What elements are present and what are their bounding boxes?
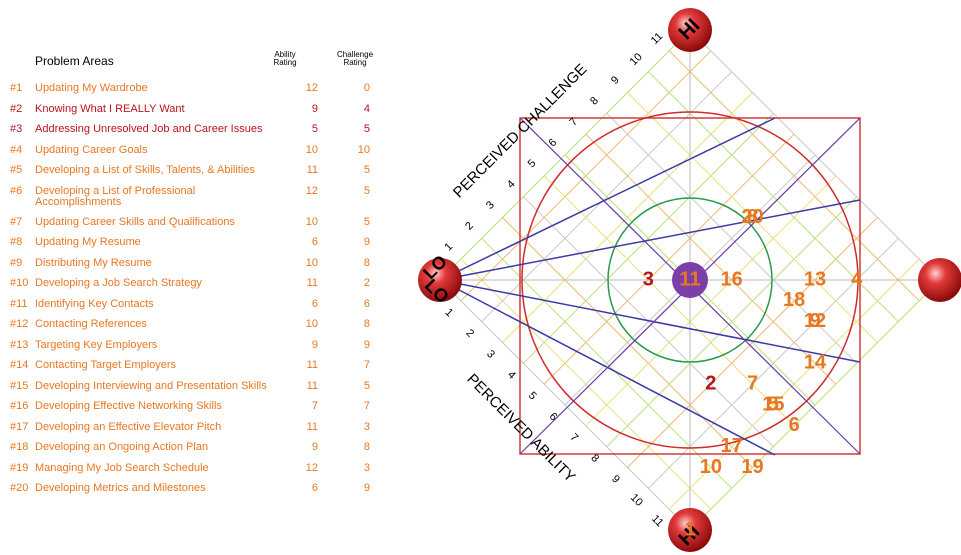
point-label: 2 [705,372,716,394]
blue-line [440,118,775,280]
point-label: 16 [721,268,743,290]
ability-tick: 3 [484,348,497,361]
challenge-tick: 1 [442,241,455,254]
ability-tick: 2 [463,327,476,340]
challenge-tick: 10 [628,51,645,68]
page: Problem Areas Ability Rating Challenge R… [0,0,961,555]
point-label: 12 [804,310,826,332]
challenge-tick: 2 [463,220,476,233]
point-label: 17 [721,435,743,457]
ability-tick: 4 [505,369,518,382]
point-label: 10 [700,456,722,478]
challenge-tick: 8 [588,95,601,108]
ability-tick: 11 [649,513,666,530]
challenge-tick: 4 [505,178,518,191]
ability-tick: 9 [609,473,622,486]
point-label: 19 [741,456,763,478]
ball-right [918,258,961,302]
challenge-tick: 9 [609,74,622,87]
point-label: 3 [643,268,654,290]
point-label: 18 [783,289,805,311]
point-label: 14 [804,352,827,374]
ability-tick: 1 [442,306,455,319]
challenge-tick: 11 [649,30,666,47]
point-label: 6 [789,414,800,436]
ability-tick: 7 [567,431,580,444]
ability-tick: 10 [628,492,645,509]
point-label: 4 [851,268,863,290]
point-label: 7 [747,372,758,394]
point-label: 11 [679,268,700,290]
challenge-tick: 3 [484,199,497,212]
challenge-tick: 6 [547,137,560,150]
challenge-tick: 5 [526,157,539,170]
point-label: 15 [762,393,784,415]
diagram: HIHILOLO11223344556677889910101111PERCEI… [0,0,961,555]
point-label: 20 [741,206,763,228]
ability-tick: 5 [526,390,539,403]
point-label: 1 [684,518,695,540]
point-label: 13 [804,268,826,290]
